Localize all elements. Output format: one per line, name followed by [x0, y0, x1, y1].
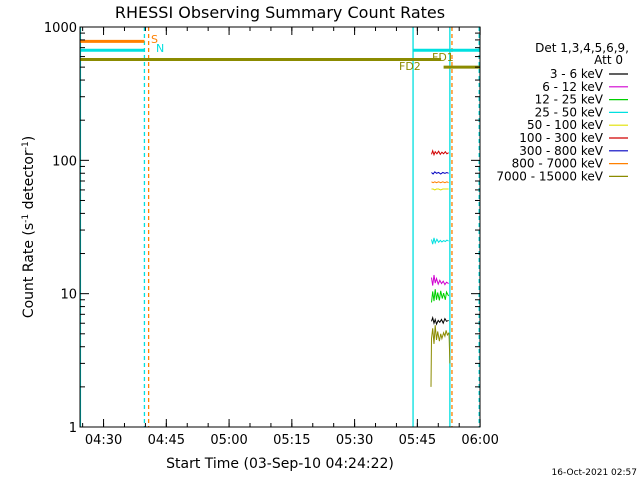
- legend-label-300-800-kev: 300 - 800 keV: [519, 144, 603, 158]
- series-3-6-kev-seg-0: [431, 315, 449, 326]
- series-300-800-kev-seg-0: [431, 171, 449, 175]
- legend-label-25-50-kev: 25 - 50 keV: [535, 105, 604, 119]
- legend-label-7000-15000-kev: 7000 - 15000 keV: [496, 169, 603, 183]
- y-tick-label-1000: 1000: [44, 21, 77, 36]
- plot-frame: [79, 26, 481, 428]
- legend-label-100-300-kev: 100 - 300 keV: [519, 131, 603, 145]
- x-tick-label-04:45: 04:45: [148, 433, 185, 448]
- series-12-25-kev-seg-0: [431, 289, 450, 303]
- y-axis-label-end: ): [21, 136, 37, 141]
- generation-timestamp: 16-Oct-2021 02:57: [552, 468, 637, 478]
- series-800-7000-kev-seg-0: [431, 181, 449, 184]
- y-axis-label-main: Count Rate (s: [21, 223, 37, 318]
- legend-header-attenuator: Att 0: [594, 53, 623, 67]
- chart-title: RHESSI Observing Summary Count Rates: [115, 3, 445, 22]
- series-100-300-kev-seg-0: [431, 149, 449, 157]
- x-tick-label-05:15: 05:15: [273, 433, 310, 448]
- y-axis-label-sup2: -1: [21, 141, 31, 150]
- x-tick-label-05:30: 05:30: [336, 433, 373, 448]
- y-tick-label-100: 100: [52, 154, 77, 169]
- legend-label-6-12-kev: 6 - 12 keV: [542, 80, 604, 94]
- y-tick-label-10: 10: [60, 288, 77, 303]
- legend-label-800-7000-kev: 800 - 7000 keV: [512, 157, 604, 171]
- x-tick-label-05:45: 05:45: [399, 433, 436, 448]
- annotation-s: S: [151, 33, 158, 46]
- y-axis-label-mid: detector: [21, 150, 37, 214]
- legend-label-50-100-kev: 50 - 100 keV: [527, 118, 604, 132]
- annotation-fd2: FD2: [399, 60, 421, 73]
- axes: 04:30 04:45 05:00 05:15 05:30 05:45 06:00 1 10 10…: [44, 21, 499, 448]
- legend-label-12-25-kev: 12 - 25 keV: [535, 93, 604, 107]
- chart-content: [79, 27, 480, 427]
- x-tick-label-05:00: 05:00: [210, 433, 247, 448]
- x-tick-label-06:00: 06:00: [461, 433, 498, 448]
- series-7000-15000-kev-seg-0: [430, 325, 450, 387]
- x-tick-label-04:30: 04:30: [85, 433, 122, 448]
- series-25-50-kev-seg-0: [431, 237, 449, 245]
- x-axis-label: Start Time (03-Sep-10 04:24:22): [166, 456, 394, 472]
- y-axis-label: Count Rate (s-1 detector-1): [21, 136, 37, 318]
- series-6-12-kev-seg-0: [431, 274, 449, 286]
- annotation-n: N: [156, 42, 164, 55]
- annotation-fd1: FD1: [432, 51, 454, 64]
- y-axis-label-sup1: -1: [21, 214, 31, 223]
- series-50-100-kev-seg-0: [431, 188, 449, 191]
- series-7000-15000-kev-seg-1: [448, 332, 451, 364]
- legend-header-detectors: Det 1,3,4,5,6,9,: [535, 41, 629, 55]
- y-tick-label-1: 1: [69, 421, 77, 436]
- legend-label-3-6-kev: 3 - 6 keV: [550, 67, 604, 81]
